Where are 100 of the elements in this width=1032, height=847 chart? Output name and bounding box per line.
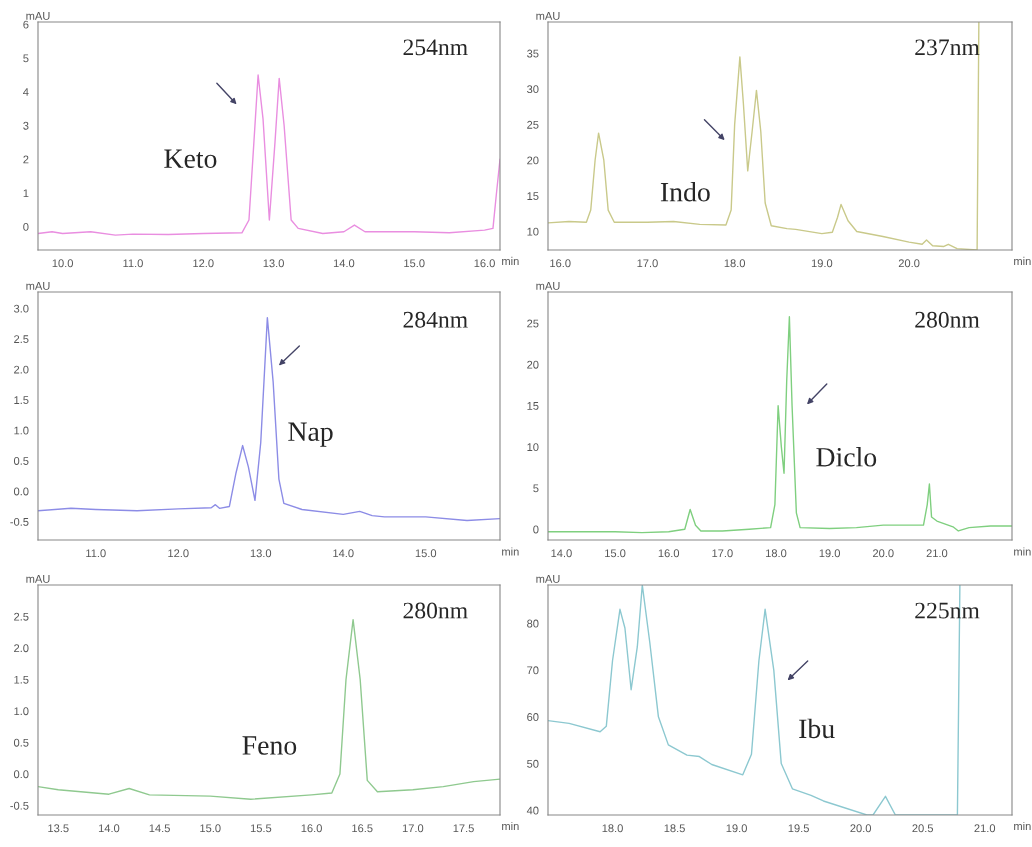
- x-tick-label: 21.0: [926, 549, 948, 558]
- annotation: 237nm: [915, 39, 980, 56]
- y-axis-title: mAU: [26, 575, 50, 583]
- x-tick-label: 12.0: [168, 549, 189, 558]
- y-tick-label: 1.5: [14, 396, 29, 404]
- y-tick-label: 30: [527, 85, 539, 94]
- y-axis-title: mAU: [536, 12, 560, 20]
- x-tick-label: 14.0: [98, 824, 120, 833]
- annotation: 284nm: [403, 311, 468, 328]
- y-tick-label: 80: [527, 619, 539, 628]
- y-tick-label: 0.5: [13, 457, 29, 465]
- y-tick-label: 15: [527, 192, 539, 200]
- x-axis-title: min: [502, 256, 519, 265]
- annotation: 280nm: [915, 311, 980, 328]
- x-tick-label: 11.0: [123, 259, 143, 268]
- y-tick-label: 1.0: [14, 426, 29, 435]
- x-tick-label: 14.0: [333, 549, 354, 558]
- y-tick-label: 0.0: [13, 770, 29, 779]
- y-tick-label: 0.5: [13, 738, 29, 747]
- y-tick-label: 0: [23, 223, 29, 231]
- annotation: Keto: [164, 149, 217, 169]
- x-tick-label: 16.5: [352, 824, 373, 833]
- y-tick-label: 2.0: [14, 365, 29, 374]
- y-tick-label: 50: [527, 759, 539, 768]
- y-axis-title: mAU: [26, 282, 50, 290]
- x-tick-label: 13.5: [48, 824, 69, 833]
- x-tick-label: 16.0: [658, 549, 680, 558]
- x-tick-label: 17.0: [402, 824, 424, 833]
- y-tick-label: 2.0: [14, 644, 29, 653]
- x-tick-label: 12.0: [193, 259, 214, 268]
- y-tick-label: 20: [527, 156, 539, 165]
- y-tick-label: 5: [23, 54, 29, 63]
- y-tick-label: 2.5: [14, 335, 29, 344]
- y-tick-label: 70: [527, 666, 539, 675]
- x-tick-label: 17.0: [637, 259, 658, 268]
- annotation: Diclo: [816, 447, 877, 467]
- x-tick-label: 20.0: [898, 259, 920, 268]
- line-series: [38, 618, 500, 800]
- x-tick-label: 14.0: [551, 549, 572, 558]
- y-tick-label: 2: [23, 155, 29, 164]
- y-tick-label: 2.5: [14, 612, 29, 621]
- y-tick-label: -0.5: [10, 517, 29, 526]
- x-tick-label: 15.0: [605, 549, 626, 558]
- x-tick-label: 16.0: [474, 259, 495, 268]
- x-axis-title: min: [502, 547, 519, 556]
- annotation: Feno: [242, 736, 297, 755]
- y-tick-label: 20: [527, 360, 539, 369]
- x-tick-label: 14.5: [149, 824, 170, 833]
- annotation: Ibu: [799, 718, 835, 739]
- x-tick-label: 21.0: [974, 824, 996, 833]
- x-tick-label: 20.0: [850, 824, 872, 833]
- x-tick-label: 10.0: [52, 259, 73, 268]
- x-tick-label: 15.5: [250, 824, 272, 833]
- x-axis-title: min: [1014, 821, 1031, 830]
- y-tick-label: 6: [23, 20, 29, 29]
- x-axis-title: min: [1014, 547, 1031, 556]
- x-tick-label: 13.0: [263, 259, 284, 268]
- x-tick-label: 16.0: [550, 259, 571, 268]
- y-tick-label: 60: [527, 713, 539, 721]
- annotation: 280nm: [403, 602, 468, 619]
- x-axis-title: min: [1014, 256, 1031, 265]
- y-tick-label: -0.5: [10, 801, 29, 810]
- y-tick-label: 1.0: [14, 707, 29, 716]
- y-tick-label: 25: [527, 319, 539, 328]
- y-tick-label: 10: [527, 227, 539, 236]
- y-tick-label: 3: [23, 121, 29, 130]
- x-tick-label: 14.0: [333, 259, 355, 268]
- x-tick-label: 15.0: [200, 824, 221, 833]
- y-tick-label: 0.0: [13, 487, 29, 496]
- line-series: [38, 74, 500, 236]
- y-tick-label: 1.5: [14, 675, 29, 684]
- x-tick-label: 20.5: [912, 824, 934, 833]
- x-tick-label: 18.5: [664, 824, 685, 833]
- y-tick-label: 25: [527, 120, 539, 129]
- y-tick-label: 15: [527, 402, 539, 410]
- annotation: Indo: [660, 182, 710, 202]
- y-axis-title: mAU: [26, 12, 50, 20]
- x-tick-label: 19.5: [788, 824, 809, 833]
- x-tick-label: 15.0: [415, 549, 437, 558]
- x-tick-label: 13.0: [250, 549, 272, 558]
- x-tick-label: 18.0: [602, 824, 623, 833]
- x-tick-label: 17.5: [453, 824, 474, 833]
- x-tick-label: 19.0: [726, 824, 747, 833]
- y-axis-title: mAU: [536, 282, 560, 290]
- y-tick-label: 10: [527, 443, 539, 452]
- annotation: 254nm: [403, 39, 468, 56]
- y-tick-label: 0: [533, 525, 539, 534]
- x-tick-label: 18.0: [766, 549, 787, 558]
- x-tick-label: 18.0: [724, 259, 746, 268]
- y-tick-label: 3.0: [13, 304, 29, 313]
- x-tick-label: 17.0: [712, 549, 733, 558]
- y-tick-label: 40: [526, 806, 539, 815]
- x-tick-label: 11.0: [86, 549, 106, 558]
- annotation: Nap: [288, 422, 333, 447]
- x-tick-label: 19.0: [819, 549, 840, 558]
- y-tick-label: 35: [527, 49, 539, 58]
- y-tick-label: 5: [533, 484, 539, 493]
- x-tick-label: 19.0: [811, 259, 833, 268]
- x-tick-label: 20.0: [873, 549, 894, 558]
- x-tick-label: 15.0: [404, 259, 425, 268]
